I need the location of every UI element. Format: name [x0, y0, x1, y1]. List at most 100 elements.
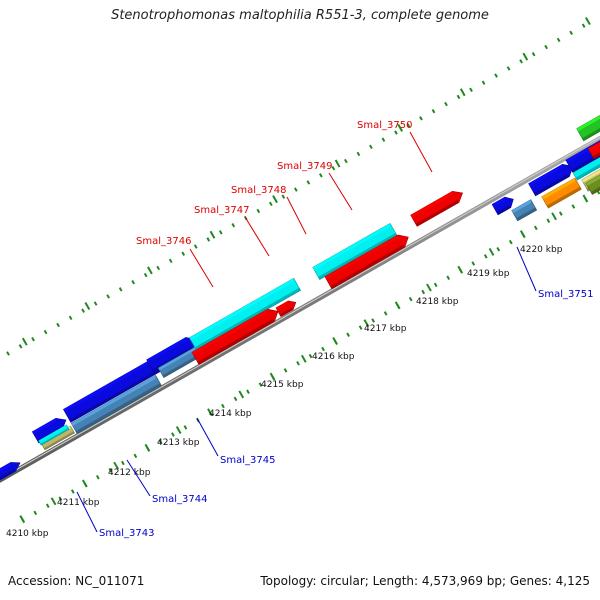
- minor-tick: [143, 272, 148, 278]
- kbp-label: 4217 kbp: [364, 324, 407, 334]
- minor-tick: [508, 239, 513, 245]
- major-tick: [81, 479, 88, 488]
- minor-tick: [356, 151, 361, 157]
- gene-feature-shadow: [571, 153, 600, 173]
- gene-features: [0, 115, 600, 481]
- leader-line: [516, 246, 537, 292]
- major-tick: [522, 52, 529, 61]
- minor-tick: [283, 368, 288, 373]
- kbp-scale: 4210 kbp 4211 kbp 4212 kbp 4213 kbp 4214 kbp…: [6, 245, 563, 539]
- minor-tick: [558, 211, 563, 216]
- leader-line: [76, 491, 98, 533]
- major-tick: [19, 515, 26, 524]
- major-tick: [488, 247, 495, 256]
- gene-feature-highlight: [312, 223, 391, 270]
- minor-tick: [321, 346, 325, 352]
- kbp-label: 4211 kbp: [57, 498, 100, 508]
- major-tick: [269, 372, 276, 381]
- gene-feature-shadow: [279, 307, 294, 317]
- minor-tick: [456, 94, 461, 100]
- gene-feature-shadow: [582, 127, 600, 141]
- minor-tick: [158, 439, 163, 444]
- minor-tick: [108, 467, 113, 473]
- gene-labels: Smal_3743 Smal_3744 Smal_3745 Smal_3746 Smal…: [76, 120, 593, 539]
- major-tick: [147, 266, 153, 275]
- topology-text: Topology: circular; Length: 4,573,969 bp…: [260, 574, 590, 588]
- major-tick: [582, 194, 589, 203]
- minor-tick: [496, 246, 501, 252]
- minor-tick: [181, 251, 186, 256]
- gene-feature-highlight: [146, 337, 186, 363]
- gene-feature-shadow: [69, 364, 169, 423]
- gene-feature-shadow: [592, 152, 600, 159]
- major-tick: [332, 337, 338, 345]
- gene-feature-highlight: [38, 424, 67, 442]
- leader-line: [328, 172, 353, 211]
- minor-tick: [308, 353, 313, 359]
- minor-tick: [45, 503, 50, 508]
- major-tick: [113, 461, 119, 470]
- gene-feature-highlight: [63, 354, 161, 412]
- minor-tick: [421, 289, 426, 295]
- minor-tick: [483, 254, 488, 259]
- gene-feature-shadow: [330, 244, 405, 289]
- minor-tick: [70, 489, 75, 494]
- gene-feature-shadow: [197, 318, 275, 365]
- minor-tick: [58, 496, 63, 501]
- major-tick: [459, 88, 466, 97]
- minor-tick: [68, 315, 73, 321]
- gene-feature-highlight: [585, 175, 600, 186]
- minor-tick: [43, 329, 48, 335]
- minor-tick: [18, 344, 23, 349]
- map-title: Stenotrophomonas maltophilia R551-3, com…: [111, 8, 489, 23]
- gene-feature-highlight: [581, 169, 600, 183]
- gene-label: Smal_3747: [194, 205, 249, 216]
- gene-feature-highlight: [588, 141, 600, 152]
- major-tick: [551, 212, 557, 221]
- minor-tick: [258, 382, 263, 387]
- kbp-label: 4210 kbp: [6, 529, 49, 539]
- minor-tick: [233, 396, 238, 402]
- minor-tick: [193, 244, 198, 249]
- backbone-line: [0, 135, 600, 483]
- gene-label: Smal_3750: [357, 120, 412, 131]
- leader-line: [286, 196, 307, 235]
- minor-tick: [531, 51, 536, 57]
- gene-feature-shadow: [75, 383, 162, 434]
- gene-feature-highlight: [541, 178, 575, 200]
- minor-tick: [431, 108, 436, 114]
- minor-tick: [358, 325, 363, 330]
- outer-tick-ring: [6, 17, 591, 356]
- minor-tick: [183, 425, 188, 430]
- major-tick: [426, 283, 432, 292]
- major-tick: [363, 319, 370, 328]
- gene-feature-shadow: [44, 431, 75, 450]
- minor-tick: [81, 308, 85, 313]
- minor-tick: [544, 44, 548, 50]
- minor-tick: [346, 332, 350, 337]
- minor-tick: [33, 510, 38, 516]
- minor-tick: [344, 158, 348, 164]
- accession-text: Accession: NC_011071: [8, 574, 145, 588]
- minor-tick: [519, 59, 523, 64]
- major-tick: [50, 497, 57, 506]
- minor-tick: [31, 336, 35, 342]
- minor-tick: [131, 279, 136, 285]
- major-tick: [585, 17, 591, 25]
- minor-tick: [268, 201, 273, 207]
- gene-feature-shadow: [534, 173, 570, 196]
- gene-feature-shadow: [575, 163, 600, 181]
- major-tick: [238, 390, 245, 399]
- minor-tick: [306, 180, 311, 185]
- minor-tick: [571, 204, 576, 209]
- minor-tick: [433, 282, 438, 288]
- gene-feature-highlight: [71, 375, 156, 426]
- major-tick: [144, 443, 151, 452]
- kbp-label: 4213 kbp: [157, 438, 200, 448]
- gene-feature-shadow: [590, 186, 600, 195]
- gene-feature-highlight: [565, 140, 600, 163]
- kbp-label: 4218 kbp: [416, 297, 459, 307]
- gene-label: Smal_3745: [220, 455, 275, 466]
- minor-tick: [156, 265, 161, 271]
- minor-tick: [481, 80, 486, 85]
